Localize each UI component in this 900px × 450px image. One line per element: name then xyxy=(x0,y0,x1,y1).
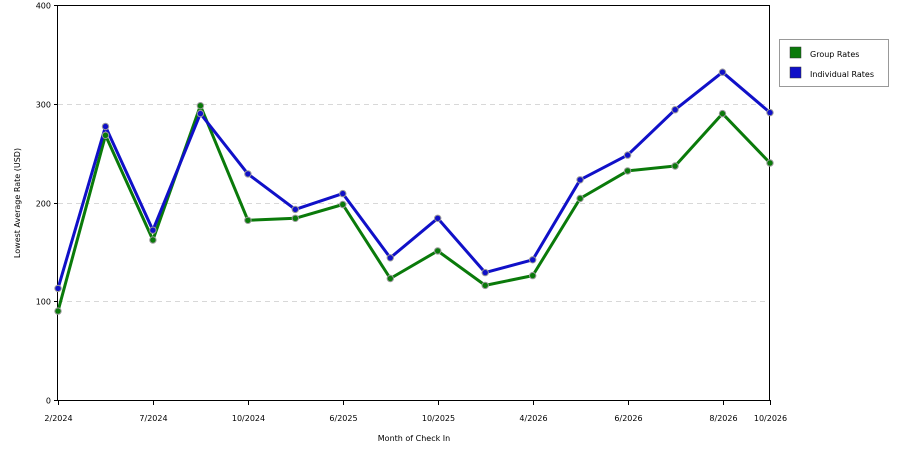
data-point-group-rates[interactable] xyxy=(671,162,679,170)
x-tick-label: 8/2026 xyxy=(709,414,737,423)
legend: Group Rates Individual Rates xyxy=(779,39,889,87)
x-tick-label: 7/2024 xyxy=(139,414,167,423)
legend-label-group-rates: Group Rates xyxy=(810,50,859,59)
legend-box xyxy=(779,39,889,87)
data-point-individual-rates[interactable] xyxy=(149,226,157,234)
y-tick-label: 100 xyxy=(36,298,51,307)
y-tick-label: 0 xyxy=(46,397,51,406)
legend-swatch-individual-rates xyxy=(789,66,802,79)
series-line-group-rates xyxy=(56,104,772,312)
x-tick-label: 10/2024 xyxy=(232,414,265,423)
data-point-group-rates[interactable] xyxy=(718,109,727,118)
data-point-group-rates[interactable] xyxy=(434,247,442,255)
y-tick-label: 200 xyxy=(36,200,51,209)
data-point-group-rates[interactable] xyxy=(196,102,205,110)
data-point-individual-rates[interactable] xyxy=(386,254,394,262)
x-tick-label: 4/2026 xyxy=(519,414,547,423)
data-point-individual-rates[interactable] xyxy=(101,122,110,131)
data-point-group-rates[interactable] xyxy=(291,214,299,223)
x-tick-label: 10/2025 xyxy=(422,414,455,423)
data-point-individual-rates[interactable] xyxy=(434,214,442,223)
data-point-individual-rates[interactable] xyxy=(291,205,299,214)
y-axis-title: Lowest Average Rate (USD) xyxy=(13,148,22,258)
x-tick-label: 6/2025 xyxy=(329,414,357,423)
data-point-group-rates[interactable] xyxy=(481,281,489,290)
data-point-individual-rates[interactable] xyxy=(339,189,347,198)
data-point-group-rates[interactable] xyxy=(766,159,774,167)
x-tick-label: 2/2024 xyxy=(44,414,72,423)
data-point-group-rates[interactable] xyxy=(623,167,632,175)
data-point-group-rates[interactable] xyxy=(529,271,537,280)
x-axis-title: Month of Check In xyxy=(378,434,450,443)
data-points xyxy=(54,68,774,315)
data-point-individual-rates[interactable] xyxy=(54,284,62,293)
data-point-individual-rates[interactable] xyxy=(623,151,632,159)
data-point-individual-rates[interactable] xyxy=(481,268,489,277)
data-point-individual-rates[interactable] xyxy=(576,176,584,184)
x-tick-label: 6/2026 xyxy=(614,414,642,423)
data-point-group-rates[interactable] xyxy=(244,216,252,225)
x-tick-label: 10/2026 xyxy=(754,414,787,423)
series-lines xyxy=(56,70,772,312)
data-point-group-rates[interactable] xyxy=(339,200,347,209)
gridlines xyxy=(58,104,770,302)
data-point-group-rates[interactable] xyxy=(576,194,584,203)
data-point-group-rates[interactable] xyxy=(54,307,62,315)
data-point-individual-rates[interactable] xyxy=(718,68,727,76)
y-tick-label: 400 xyxy=(36,2,51,11)
data-point-group-rates[interactable] xyxy=(386,274,394,283)
data-point-group-rates[interactable] xyxy=(149,236,157,244)
legend-swatch-group-rates xyxy=(789,46,802,59)
data-point-individual-rates[interactable] xyxy=(671,106,679,114)
y-tick-label: 300 xyxy=(36,101,51,110)
axes: 0 100 200 300 400 2/2024 7/2024 10/2024 6/2025 10… xyxy=(36,2,787,424)
data-point-individual-rates[interactable] xyxy=(529,256,537,264)
legend-label-individual-rates: Individual Rates xyxy=(810,70,874,79)
data-point-group-rates[interactable] xyxy=(101,131,110,140)
data-point-individual-rates[interactable] xyxy=(196,109,205,118)
data-point-individual-rates[interactable] xyxy=(244,170,252,178)
data-point-individual-rates[interactable] xyxy=(766,108,774,117)
series-line-individual-rates xyxy=(56,70,771,289)
